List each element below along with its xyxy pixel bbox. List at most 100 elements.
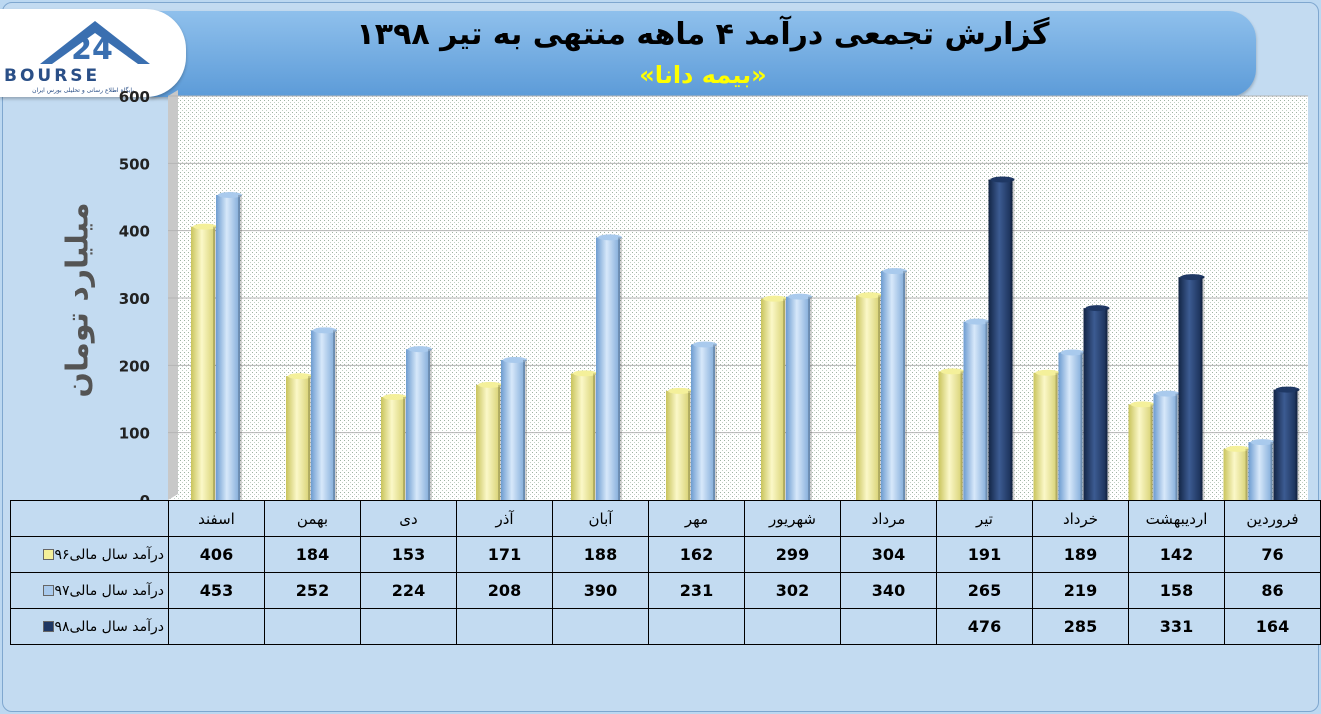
- data-label: 285: [1032, 608, 1129, 645]
- bar: [1128, 401, 1155, 500]
- bar: [691, 341, 717, 500]
- bar: [856, 292, 882, 500]
- data-label: 153: [360, 536, 457, 573]
- chart-title: گزارش تجمعی درآمد ۴ ماهه منتهی به تیر ۱۳…: [356, 17, 1050, 52]
- data-label: [840, 608, 937, 645]
- legend-swatch: [43, 549, 55, 560]
- bar: [1248, 439, 1275, 500]
- data-label: 191: [936, 536, 1033, 573]
- bar: [571, 370, 597, 500]
- data-label: [264, 608, 361, 645]
- table-corner: [10, 500, 169, 537]
- bar: [1058, 349, 1085, 500]
- data-label: 265: [936, 572, 1033, 609]
- data-label: 224: [360, 572, 457, 609]
- y-tick-label: 200: [119, 357, 150, 375]
- y-tick-label: 100: [119, 425, 150, 443]
- chart-subtitle: «بیمه دانا»: [639, 61, 767, 89]
- data-label: 208: [456, 572, 553, 609]
- bar: [881, 268, 907, 500]
- plot-side-wall: [168, 90, 178, 500]
- data-label: 219: [1032, 572, 1129, 609]
- bar: [1153, 390, 1180, 500]
- data-label: 302: [744, 572, 841, 609]
- logo-number: 24: [71, 32, 113, 67]
- data-label: 231: [648, 572, 745, 609]
- category-label: اسفند: [168, 500, 265, 537]
- table-row: 86 158 219 265 340 302 231 390 208 224 252 453 درآمد…: [10, 572, 1321, 609]
- y-tick-label: 600: [119, 88, 150, 106]
- bar: [311, 327, 337, 500]
- legend-entry: درآمد سال مالی۹۷: [10, 572, 169, 609]
- category-label: تیر: [936, 500, 1033, 537]
- bar: [501, 356, 527, 500]
- data-label: 476: [936, 608, 1033, 645]
- data-label: [648, 608, 745, 645]
- data-label: 164: [1224, 608, 1321, 645]
- data-label: 406: [168, 536, 265, 573]
- data-label: 162: [648, 536, 745, 573]
- data-label: 304: [840, 536, 937, 573]
- legend-label: درآمد سال مالی۹۸: [54, 618, 164, 635]
- bar: [286, 373, 312, 500]
- data-label: [744, 608, 841, 645]
- y-tick-label: 500: [119, 155, 150, 173]
- data-label: 299: [744, 536, 841, 573]
- bar: [1223, 445, 1250, 500]
- data-label: 252: [264, 572, 361, 609]
- bar: [1083, 305, 1110, 500]
- data-label: 171: [456, 536, 553, 573]
- bar: [963, 318, 990, 500]
- data-label: 331: [1128, 608, 1225, 645]
- data-label: 340: [840, 572, 937, 609]
- bar: [666, 387, 692, 500]
- bar: [938, 368, 965, 500]
- logo-tagline: پایگاه اطلاع رسانی و تحلیلی بورس ایران: [32, 87, 134, 94]
- data-label: 158: [1128, 572, 1225, 609]
- table-row: 164 331 285 476 درآمد سال مالی۹۸: [10, 608, 1321, 645]
- category-label: دی: [360, 500, 457, 537]
- data-label: 184: [264, 536, 361, 573]
- data-label: 142: [1128, 536, 1225, 573]
- table-row: 76 142 189 191 304 299 162 188 171 153 184 406 درآمد…: [10, 536, 1321, 573]
- category-label: آذر: [456, 500, 553, 537]
- bar: [191, 223, 217, 501]
- data-label: [360, 608, 457, 645]
- data-label: 188: [552, 536, 649, 573]
- category-label: اردیبهشت: [1128, 500, 1225, 537]
- category-label: مهر: [648, 500, 745, 537]
- data-label: 76: [1224, 536, 1321, 573]
- data-table: فروردین اردیبهشت خرداد تیر مرداد شهریور مهر آبا…: [10, 500, 1321, 645]
- bar: [1033, 369, 1060, 500]
- bar: [988, 176, 1015, 500]
- data-label: [456, 608, 553, 645]
- data-label: 189: [1032, 536, 1129, 573]
- category-label: مرداد: [840, 500, 937, 537]
- bar: [216, 191, 242, 501]
- data-label: [168, 608, 265, 645]
- data-label: 390: [552, 572, 649, 609]
- title-banner: گزارش تجمعی درآمد ۴ ماهه منتهی به تیر ۱۳…: [150, 11, 1256, 97]
- data-label: 453: [168, 572, 265, 609]
- bar: [381, 393, 407, 500]
- bar: [596, 234, 622, 500]
- category-label: آبان: [552, 500, 649, 537]
- logo-mark-icon: 24: [40, 21, 150, 67]
- legend-entry: درآمد سال مالی۹۸: [10, 608, 169, 645]
- bar: [786, 293, 812, 500]
- category-label: فروردین: [1224, 500, 1321, 537]
- legend-swatch: [43, 585, 55, 596]
- bar: [406, 346, 432, 500]
- y-tick-label: 300: [119, 290, 150, 308]
- data-label: [552, 608, 649, 645]
- data-label: 86: [1224, 572, 1321, 609]
- category-label: شهریور: [744, 500, 841, 537]
- legend-label: درآمد سال مالی۹۶: [54, 546, 164, 563]
- bourse24-logo: 24 BOURSE پایگاه اطلاع رسانی و تحلیلی بو…: [0, 9, 186, 97]
- category-label: خرداد: [1032, 500, 1129, 537]
- bar: [476, 381, 502, 500]
- legend-label: درآمد سال مالی۹۷: [54, 582, 164, 599]
- bar: [1178, 274, 1205, 500]
- category-label: بهمن: [264, 500, 361, 537]
